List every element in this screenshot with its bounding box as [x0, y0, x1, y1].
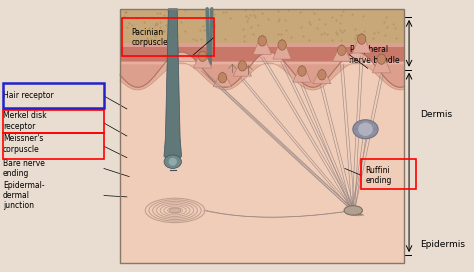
Bar [3, 110, 104, 133]
Ellipse shape [337, 45, 346, 55]
Ellipse shape [238, 61, 246, 71]
Text: Meissner's
corpuscle: Meissner's corpuscle [3, 134, 43, 154]
Text: Ruffini
ending: Ruffini ending [365, 166, 392, 185]
Bar [3, 133, 104, 159]
Polygon shape [120, 52, 404, 263]
Text: Dermis: Dermis [420, 110, 453, 119]
Bar [120, 9, 404, 263]
Ellipse shape [368, 121, 373, 124]
Polygon shape [253, 35, 272, 54]
Bar [120, 9, 404, 47]
Ellipse shape [368, 134, 373, 137]
Bar [361, 159, 416, 189]
Ellipse shape [353, 128, 358, 131]
Ellipse shape [169, 158, 177, 166]
Polygon shape [333, 44, 351, 61]
Polygon shape [373, 53, 391, 73]
Text: Epidermis: Epidermis [420, 240, 465, 249]
Bar [120, 47, 404, 61]
Ellipse shape [358, 134, 363, 137]
Text: Merkel disk
receptor: Merkel disk receptor [3, 112, 46, 131]
Text: Hair receptor: Hair receptor [3, 91, 54, 100]
Text: Pacinian
corpuscle: Pacinian corpuscle [131, 27, 168, 47]
Polygon shape [120, 63, 404, 90]
Ellipse shape [358, 122, 373, 136]
Polygon shape [164, 9, 182, 164]
Ellipse shape [377, 54, 386, 64]
Ellipse shape [358, 121, 363, 124]
Polygon shape [353, 33, 371, 53]
Ellipse shape [357, 34, 366, 44]
Text: Bare nerve
ending: Bare nerve ending [3, 159, 45, 178]
Polygon shape [233, 60, 252, 76]
Polygon shape [313, 69, 331, 84]
Ellipse shape [278, 40, 286, 50]
Polygon shape [120, 52, 404, 87]
Ellipse shape [258, 36, 266, 46]
Ellipse shape [344, 206, 363, 215]
Polygon shape [213, 72, 232, 87]
Bar [120, 43, 404, 47]
Bar [122, 18, 214, 56]
Ellipse shape [318, 70, 326, 80]
Ellipse shape [199, 51, 207, 61]
Ellipse shape [353, 120, 378, 139]
Ellipse shape [164, 155, 182, 168]
Text: Peripheral
nerve bundle: Peripheral nerve bundle [349, 45, 400, 64]
Polygon shape [293, 65, 311, 82]
Polygon shape [273, 39, 292, 59]
Text: Epidermal-
dermal
junction: Epidermal- dermal junction [3, 181, 45, 211]
Ellipse shape [169, 208, 181, 213]
Ellipse shape [373, 128, 378, 131]
Ellipse shape [219, 73, 227, 83]
Ellipse shape [298, 66, 306, 76]
Bar [3, 83, 104, 108]
Polygon shape [193, 50, 212, 68]
